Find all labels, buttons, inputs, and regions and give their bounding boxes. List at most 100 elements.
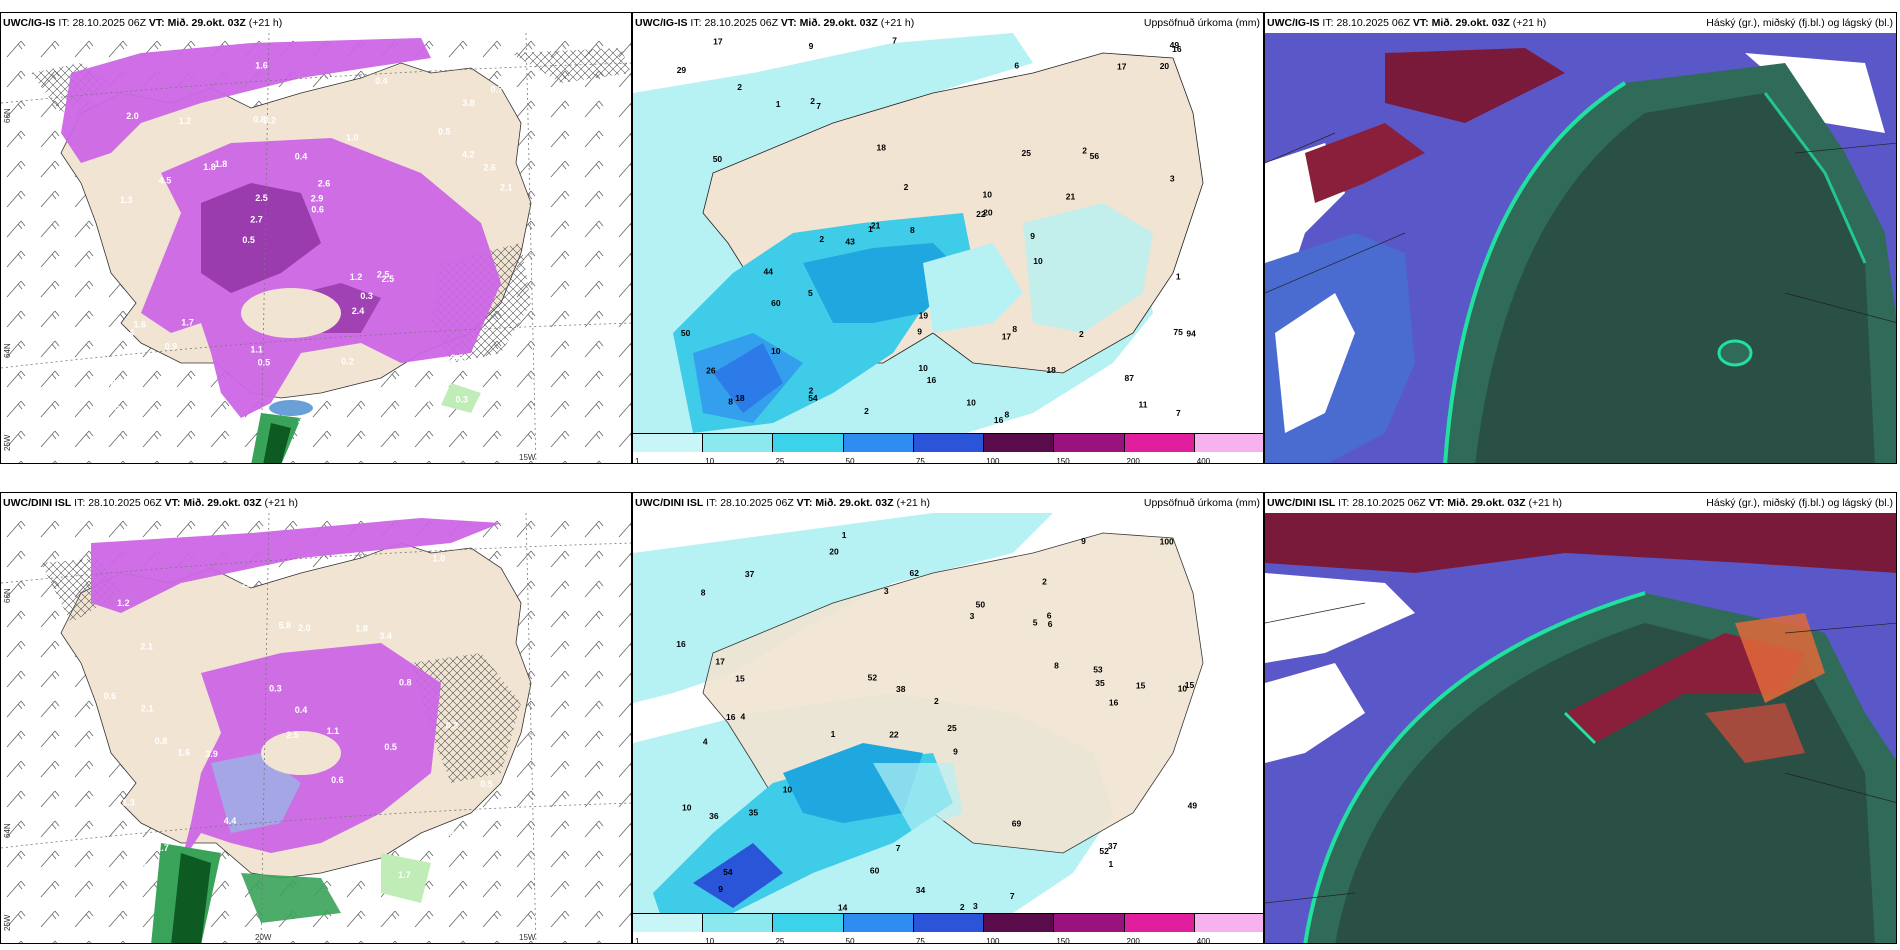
colorbar-tick-label: 75 — [915, 457, 925, 464]
value-label: 2.1 — [500, 183, 513, 193]
colorbar-cell: 75 — [913, 914, 985, 943]
value-label: 7 — [1176, 408, 1181, 418]
value-label: 0.7 — [140, 401, 153, 411]
value-label: 94 — [1186, 329, 1196, 339]
value-label: 1.8 — [203, 162, 216, 172]
map-panel-ig-cloud: UWC/IG-IS IT: 28.10.2025 06Z VT: Mið. 29… — [1264, 12, 1897, 464]
value-label: 5 — [808, 288, 813, 298]
value-label: 69 — [1012, 819, 1022, 829]
value-label: 0.5 — [438, 127, 451, 137]
colorbar-tick-label: 200 — [1126, 457, 1140, 464]
colorbar-tick-label: 1 — [635, 937, 640, 944]
value-label: 2.5 — [382, 274, 395, 284]
value-label: 1.3 — [120, 195, 133, 205]
precip-colorbar: 1 10 25 50 75 100 150 200 400 — [633, 433, 1263, 463]
value-label: 16 — [1172, 44, 1182, 54]
value-label: 5.8 — [279, 620, 292, 630]
value-label: 2.0 — [242, 579, 255, 589]
lat-label-64: 64N — [3, 823, 12, 838]
value-label: 19 — [919, 310, 929, 320]
value-label: 44 — [764, 266, 774, 276]
value-label: 52 — [1099, 846, 1109, 856]
value-label: 1 — [831, 729, 836, 739]
value-label: 15 — [1136, 680, 1146, 690]
value-label: 6 — [1014, 61, 1019, 71]
colorbar-tick-label: 75 — [915, 937, 925, 944]
value-label: 50 — [713, 154, 723, 164]
value-label: 2.7 — [156, 843, 169, 853]
value-label: 2.4 — [352, 306, 365, 316]
value-label: 8 — [1012, 324, 1017, 334]
value-label: 16 — [676, 639, 686, 649]
value-label: 60 — [771, 298, 781, 308]
value-label: 2.9 — [311, 194, 324, 204]
colorbar-cell: 100 — [984, 914, 1055, 943]
value-label: 16 — [1109, 698, 1119, 708]
value-label: 16 — [927, 375, 937, 385]
lon-label-25: 25W — [3, 434, 12, 451]
colorbar-cell: 100 — [984, 434, 1055, 463]
value-label: 0.3 — [360, 291, 373, 301]
colorbar-cell: 10 — [703, 434, 774, 463]
value-label: 1.7 — [181, 317, 194, 327]
value-label: 0.7 — [491, 85, 504, 95]
value-label: 1.0 — [346, 133, 359, 143]
value-label: 8 — [701, 587, 706, 597]
precip-colorbar: 1 10 25 50 75 100 150 200 400 — [633, 913, 1263, 943]
colorbar-tick-label: 400 — [1196, 457, 1211, 464]
value-label: 0.5 — [258, 358, 271, 368]
value-label: 15 — [1185, 680, 1195, 690]
value-label: 4 — [703, 736, 708, 746]
value-label: 25 — [1022, 148, 1032, 158]
colorbar-tick-label: 50 — [845, 457, 855, 464]
value-label: 0.4 — [375, 76, 388, 86]
value-label: 10 — [1033, 256, 1043, 266]
value-label: 0.6 — [331, 775, 344, 785]
value-label: 52 — [868, 673, 878, 683]
value-label: 9 — [809, 41, 814, 51]
lon-label-20: 20W — [255, 933, 272, 942]
value-label: 54 — [808, 393, 818, 403]
colorbar-cell: 400 — [1194, 914, 1263, 943]
value-label: 9 — [953, 747, 958, 757]
value-label: 10 — [918, 363, 928, 373]
value-label: 2 — [1042, 576, 1047, 586]
value-label: 3.6 — [451, 353, 464, 363]
value-label: 35 — [749, 807, 759, 817]
value-label: 17 — [715, 657, 725, 667]
value-label: 15 — [735, 673, 745, 683]
colorbar-tick-label: 200 — [1126, 937, 1140, 944]
value-label: 10 — [771, 346, 781, 356]
value-label: 17 — [1117, 61, 1127, 71]
value-label: 9 — [1030, 231, 1035, 241]
value-label: 62 — [910, 568, 920, 578]
colorbar-cell: 50 — [843, 914, 914, 943]
value-label: 2 — [737, 82, 742, 92]
value-label: 3 — [884, 586, 889, 596]
value-label: 22 — [976, 209, 986, 219]
map-panel-dini-cloud: UWC/DINI ISL IT: 28.10.2025 06Z VT: Mið.… — [1264, 492, 1897, 944]
value-label: 6 — [1047, 611, 1052, 621]
value-label: 9 — [1081, 536, 1086, 546]
value-label: 2.5 — [255, 193, 268, 203]
value-label: 1.8 — [355, 623, 368, 633]
value-label: 18 — [735, 393, 745, 403]
value-label: 2.1 — [141, 704, 154, 714]
value-label: 20 — [1160, 61, 1170, 71]
value-label: 10 — [682, 802, 692, 812]
value-label: 2 — [1082, 146, 1087, 156]
lon-label-25: 25W — [3, 914, 12, 931]
value-label: 2 — [904, 182, 909, 192]
value-label: 43 — [845, 237, 855, 247]
value-label: 16 — [726, 712, 736, 722]
value-label: 56 — [1090, 151, 1100, 161]
value-label: 5 — [1033, 618, 1038, 628]
value-label: 53 — [1093, 664, 1103, 674]
value-label: 3.4 — [379, 631, 392, 641]
value-label: 14 — [838, 903, 848, 913]
value-label: 38 — [896, 684, 906, 694]
colorbar-cell: 75 — [913, 434, 985, 463]
value-label: 20 — [983, 208, 993, 218]
value-label: 1.6 — [134, 320, 147, 330]
value-label: 54 — [723, 867, 733, 877]
